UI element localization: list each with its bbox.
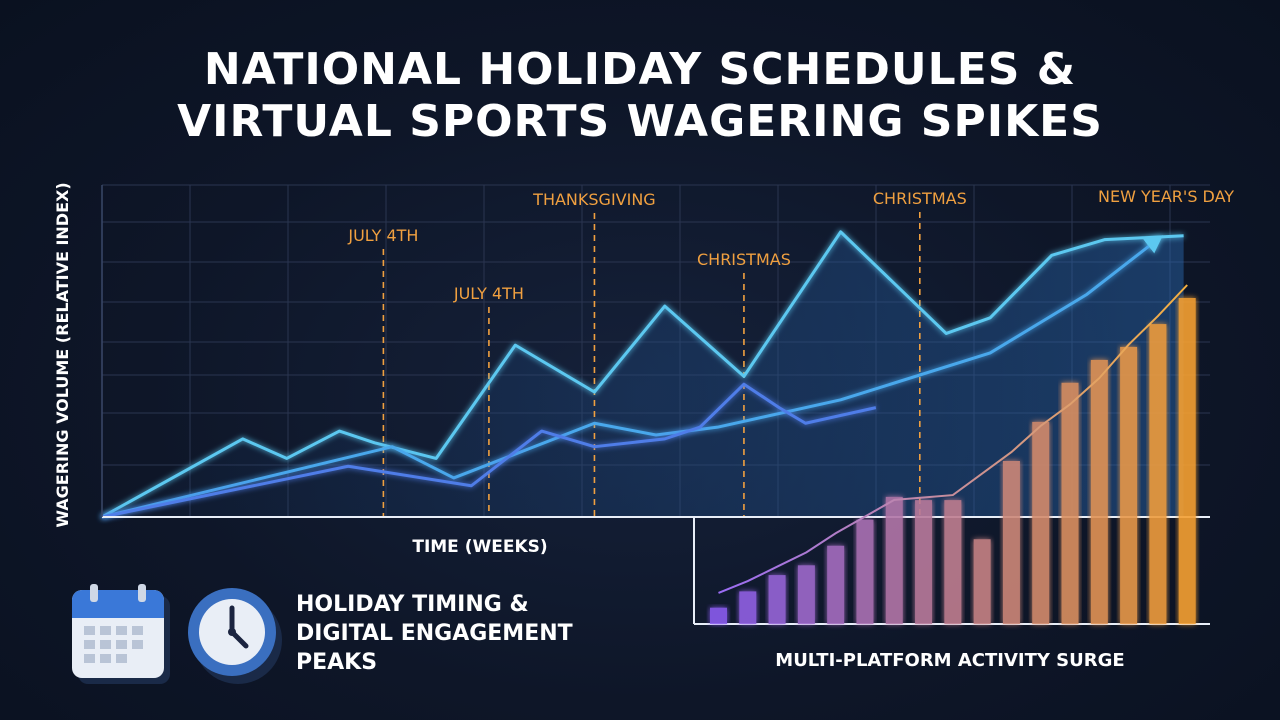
bar [1061, 382, 1079, 624]
x-axis-label: TIME (WEEKS) [412, 537, 547, 557]
holiday-label: JULY 4TH [347, 226, 418, 245]
calendar-icon [72, 584, 170, 684]
bar [1149, 324, 1167, 624]
holiday-label: CHRISTMAS [697, 250, 791, 269]
area-fill [102, 231, 1184, 517]
bar [768, 575, 786, 624]
bar [856, 519, 874, 624]
bar [973, 539, 991, 624]
holiday-label: NEW YEAR'S DAY [1098, 187, 1234, 206]
icon-group [72, 584, 282, 684]
side-caption-line-2: DIGITAL ENGAGEMENT [296, 621, 573, 646]
bar [710, 607, 727, 624]
line-series-1 [101, 230, 1184, 519]
line-series-3 [101, 382, 877, 519]
holiday-label: JULY 4TH [453, 284, 524, 303]
side-caption-line-3: PEAKS [296, 650, 378, 675]
line-series [101, 230, 1184, 519]
side-caption-line-1: HOLIDAY TIMING & [296, 592, 529, 617]
bar-chart-title: MULTI-PLATFORM ACTIVITY SURGE [775, 650, 1124, 671]
holiday-label: THANKSGIVING [532, 190, 656, 209]
chart-title-line-1: NATIONAL HOLIDAY SCHEDULES & [203, 44, 1077, 95]
bar [944, 500, 962, 624]
y-axis-label: WAGERING VOLUME (RELATIVE INDEX) [53, 182, 72, 527]
bar [915, 500, 933, 624]
bar [1002, 461, 1020, 624]
bar [827, 545, 845, 624]
bar-chart [693, 284, 1210, 625]
area-under-series [102, 231, 1184, 517]
holiday-annotations: JULY 4TH JULY 4TH THANKSGIVING CHRISTMAS CHR… [347, 187, 1234, 517]
bar-trend-line [718, 284, 1188, 594]
axes [101, 185, 1210, 518]
holiday-label: CHRISTMAS [873, 189, 967, 208]
bar [1178, 298, 1196, 624]
bar [739, 591, 757, 624]
bar [797, 565, 815, 624]
bar [1120, 346, 1138, 624]
bar [885, 496, 903, 624]
clock-icon [188, 588, 282, 684]
bar [1032, 421, 1050, 624]
bar [1090, 359, 1108, 624]
chart-title-line-2: VIRTUAL SPORTS WAGERING SPIKES [177, 96, 1103, 147]
side-caption: HOLIDAY TIMING & DIGITAL ENGAGEMENT PEAK… [296, 590, 636, 677]
